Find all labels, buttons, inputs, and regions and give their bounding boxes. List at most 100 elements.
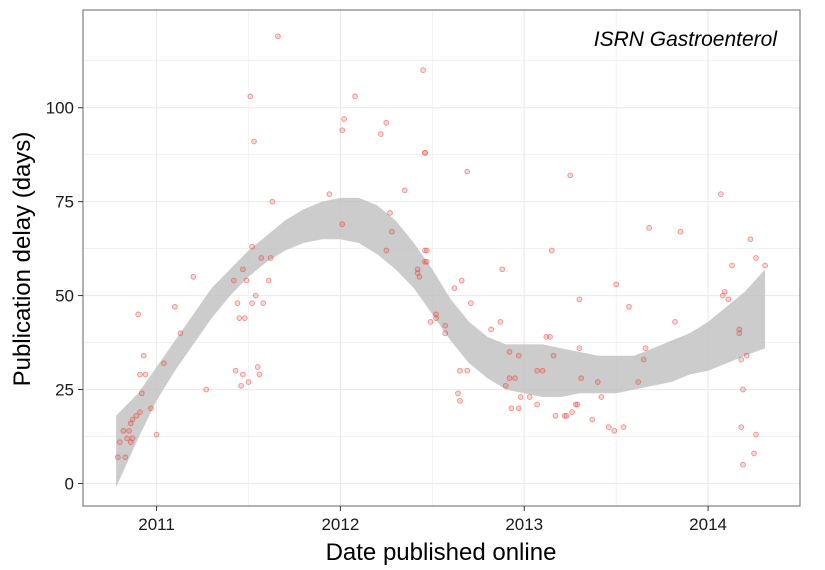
- data-point: [613, 281, 620, 288]
- data-point: [190, 273, 197, 280]
- data-point: [547, 334, 553, 340]
- data-point: [499, 266, 506, 273]
- data-point: [120, 427, 127, 434]
- data-point: [238, 382, 244, 389]
- data-point: [142, 371, 149, 378]
- data-point: [387, 210, 393, 216]
- data-point: [526, 394, 533, 400]
- data-point: [161, 360, 167, 367]
- data-point: [576, 296, 583, 303]
- data-point: [260, 300, 267, 306]
- data-point: [265, 277, 272, 284]
- data-point: [468, 300, 474, 306]
- data-point: [552, 412, 559, 419]
- data-point: [464, 168, 471, 175]
- data-point: [640, 356, 647, 363]
- data-point: [247, 93, 254, 100]
- data-point: [718, 191, 724, 197]
- data-point: [133, 412, 140, 419]
- data-point: [611, 427, 618, 434]
- data-point: [241, 315, 248, 321]
- data-point: [626, 303, 632, 310]
- y-axis: 0 25 50 75 100: [46, 99, 83, 493]
- data-point: [457, 397, 463, 404]
- data-point: [574, 401, 581, 408]
- data-point: [124, 435, 130, 442]
- data-point: [172, 303, 178, 310]
- data-point: [548, 247, 555, 254]
- data-point: [458, 277, 465, 284]
- data-point: [422, 149, 428, 156]
- data-point: [738, 424, 745, 430]
- data-point: [240, 266, 246, 273]
- data-point: [578, 375, 585, 382]
- data-point: [339, 127, 346, 134]
- data-point: [736, 326, 743, 333]
- data-point: [423, 258, 430, 265]
- data-point: [594, 379, 601, 385]
- data-point: [563, 412, 570, 419]
- data-point: [258, 255, 265, 261]
- data-point: [721, 288, 728, 295]
- data-point: [129, 435, 136, 442]
- data-point: [129, 416, 136, 423]
- data-point: [433, 315, 439, 321]
- data-point: [252, 292, 259, 299]
- data-point: [442, 330, 449, 337]
- y-axis-title: Publication delay (days): [9, 132, 36, 387]
- data-point: [422, 258, 428, 265]
- data-point: [736, 330, 743, 337]
- data-point: [423, 247, 430, 254]
- data-point: [243, 277, 250, 284]
- data-point: [137, 409, 143, 415]
- data-point: [455, 390, 461, 397]
- data-point: [341, 116, 347, 122]
- y-tick-label: 0: [65, 474, 74, 493]
- data-point: [515, 405, 522, 412]
- data-point: [254, 364, 261, 370]
- data-point: [427, 319, 434, 325]
- data-point: [457, 367, 463, 374]
- x-axis: 2011 2012 2013 2014: [138, 506, 727, 534]
- data-point: [451, 285, 458, 291]
- y-tick-label: 25: [55, 381, 74, 400]
- data-point: [515, 352, 522, 359]
- x-tick-label: 2011: [138, 515, 175, 534]
- data-point: [249, 243, 255, 250]
- data-point: [740, 461, 746, 468]
- data-point: [729, 262, 735, 269]
- data-point: [256, 371, 263, 378]
- data-point: [642, 345, 649, 352]
- data-point: [230, 277, 237, 284]
- data-point: [135, 311, 142, 318]
- data-point: [506, 375, 513, 382]
- x-tick-label: 2012: [321, 515, 359, 534]
- data-point: [383, 119, 390, 126]
- data-point: [488, 326, 494, 333]
- data-point: [389, 228, 395, 235]
- data-point: [620, 424, 627, 430]
- data-point: [598, 394, 605, 400]
- data-point: [576, 345, 583, 352]
- data-point: [377, 131, 384, 137]
- data-point: [420, 67, 426, 73]
- data-point: [517, 394, 524, 400]
- data-point: [569, 409, 575, 415]
- data-point: [249, 300, 255, 306]
- data-point: [753, 431, 759, 438]
- data-point: [567, 172, 574, 179]
- data-point: [414, 266, 421, 273]
- data-point: [269, 198, 276, 205]
- data-point: [240, 371, 246, 378]
- data-point: [753, 255, 759, 261]
- data-point: [550, 352, 557, 359]
- data-point: [416, 273, 423, 280]
- data-point: [572, 401, 579, 408]
- data-point: [725, 296, 732, 303]
- data-point: [502, 382, 509, 389]
- x-tick-label: 2013: [505, 515, 543, 534]
- data-point: [245, 379, 252, 385]
- data-point: [605, 424, 612, 430]
- data-point: [762, 262, 768, 269]
